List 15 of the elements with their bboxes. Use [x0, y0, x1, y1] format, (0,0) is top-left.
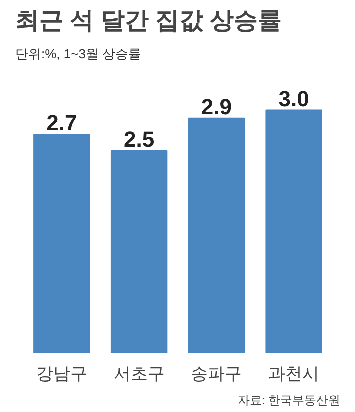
- bar: [34, 134, 90, 354]
- data-label: 2.9: [201, 94, 232, 120]
- bar: [188, 118, 246, 354]
- text: 자료: 한국부동산원: [238, 394, 341, 408]
- x-tick-label: 서초구: [114, 364, 165, 384]
- bar: [266, 110, 322, 354]
- chart-title: 최근 석 달간 집값 상승률: [16, 8, 282, 34]
- data-label: 2.7: [46, 110, 78, 136]
- chart-subtitle: 단위:%, 1~3월 상승률: [16, 46, 142, 62]
- bar: [110, 150, 168, 354]
- x-tick-label: 강남구: [36, 364, 88, 384]
- x-tick-label: 과천시: [268, 364, 320, 384]
- data-label: 3.0: [278, 86, 310, 112]
- x-tick-label: 송파구: [191, 364, 242, 384]
- data-label: 2.5: [124, 126, 155, 152]
